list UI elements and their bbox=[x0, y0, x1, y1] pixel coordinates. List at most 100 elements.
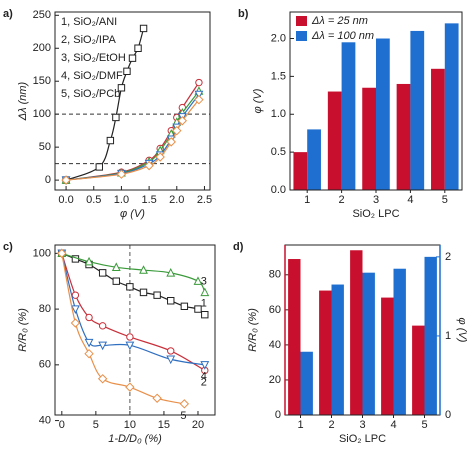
x-tick-label: 1 bbox=[304, 194, 310, 206]
y-axis-label: R/R₀ (%) bbox=[17, 308, 29, 352]
x-tick-label: 4 bbox=[407, 194, 413, 206]
y-axis-label: φ (V) bbox=[252, 88, 264, 113]
marker bbox=[71, 291, 80, 299]
y-tick-label: 100 bbox=[33, 108, 51, 120]
bar bbox=[307, 129, 321, 190]
y-tick-label: 40 bbox=[39, 414, 51, 426]
series-label: 3 bbox=[201, 275, 207, 287]
y2-axis-label: φ (V) bbox=[456, 318, 468, 343]
x-tick-label: 1 bbox=[297, 419, 303, 431]
marker bbox=[194, 94, 204, 105]
marker bbox=[139, 24, 148, 33]
marker bbox=[180, 302, 189, 311]
marker bbox=[98, 341, 108, 351]
marker bbox=[172, 125, 182, 136]
marker bbox=[70, 318, 81, 328]
x-tick-label: 0.5 bbox=[86, 194, 101, 206]
x-tick-label: 15 bbox=[158, 419, 170, 431]
marker bbox=[167, 347, 175, 355]
y-tick-label: 40 bbox=[269, 339, 281, 351]
marker bbox=[95, 163, 103, 171]
series-label: 5 bbox=[180, 410, 186, 422]
y-tick-label: 0 bbox=[275, 409, 281, 421]
marker bbox=[194, 90, 204, 100]
marker bbox=[167, 297, 175, 305]
marker bbox=[111, 262, 121, 271]
marker bbox=[71, 305, 80, 314]
bar bbox=[331, 284, 344, 415]
legend-label: Δλ = 25 nm bbox=[311, 15, 368, 27]
y-tick-label: 60 bbox=[269, 304, 281, 316]
bar bbox=[424, 256, 437, 415]
marker bbox=[116, 169, 127, 179]
x-tick-label: 3 bbox=[359, 419, 365, 431]
x-tick-label: 1.0 bbox=[114, 194, 129, 206]
series-label: 4 bbox=[201, 371, 207, 383]
x-tick-label: 4 bbox=[390, 419, 396, 431]
bar bbox=[444, 23, 459, 191]
bar bbox=[393, 268, 406, 415]
y-tick-label: 200 bbox=[33, 42, 51, 54]
marker bbox=[134, 44, 142, 52]
bar bbox=[327, 91, 342, 190]
marker bbox=[57, 248, 67, 259]
marker bbox=[98, 269, 107, 277]
legend-label: 4, SiO₂/DMF bbox=[61, 70, 123, 82]
marker bbox=[155, 152, 165, 162]
x-tick-label: 10 bbox=[124, 419, 136, 431]
legend-label: 5, SiO₂/PCb bbox=[61, 88, 120, 100]
bar bbox=[293, 152, 308, 190]
x-tick-label: 0 bbox=[59, 419, 65, 431]
panel-label: b) bbox=[238, 8, 249, 20]
series-line bbox=[61, 253, 206, 371]
series-line bbox=[61, 253, 185, 405]
bar bbox=[376, 38, 390, 191]
marker bbox=[179, 399, 190, 409]
bar bbox=[410, 30, 425, 190]
marker bbox=[84, 338, 94, 348]
y-tick-label: 2.0 bbox=[271, 32, 286, 44]
plot-frame bbox=[54, 244, 216, 416]
marker bbox=[193, 276, 203, 285]
marker bbox=[84, 256, 94, 266]
y-tick-label: 0.0 bbox=[271, 184, 286, 196]
series-label: 2 bbox=[201, 376, 207, 388]
bar bbox=[396, 83, 411, 190]
y-tick-label: 250 bbox=[33, 9, 51, 21]
y-axis-label: Δλ (nm) bbox=[17, 81, 29, 121]
series-line bbox=[66, 99, 200, 181]
marker bbox=[201, 366, 209, 375]
marker bbox=[128, 54, 137, 62]
y-tick-label: 1.5 bbox=[271, 70, 286, 82]
legend-label: 2, SiO₂/IPA bbox=[61, 34, 116, 46]
y-tick-label: 80 bbox=[269, 269, 281, 281]
y2-tick-label: 1 bbox=[445, 330, 451, 342]
marker bbox=[123, 67, 131, 76]
legend-label: Δλ = 100 nm bbox=[311, 30, 374, 42]
legend-label: 1, SiO₂/ANI bbox=[61, 16, 117, 28]
marker bbox=[166, 267, 176, 277]
bar bbox=[288, 259, 301, 415]
bar bbox=[431, 68, 445, 190]
x-axis-label: SiO₂ LPC bbox=[339, 433, 386, 445]
panel-label: d) bbox=[233, 241, 244, 253]
marker bbox=[153, 291, 161, 299]
marker bbox=[125, 341, 135, 351]
marker bbox=[84, 348, 94, 359]
x-tick-label: 20 bbox=[192, 419, 204, 431]
plot-frame bbox=[289, 11, 463, 191]
bar bbox=[300, 351, 313, 415]
marker bbox=[201, 310, 209, 319]
marker bbox=[126, 333, 134, 341]
plot-frame bbox=[54, 11, 211, 191]
x-axis-label: SiO₂ LPC bbox=[352, 208, 399, 220]
marker bbox=[125, 382, 135, 392]
marker bbox=[152, 393, 162, 403]
x-axis-label: φ (V) bbox=[120, 208, 145, 220]
bar bbox=[362, 87, 376, 190]
marker bbox=[200, 361, 210, 370]
x-tick-label: 1.5 bbox=[141, 194, 156, 206]
bar bbox=[341, 42, 356, 191]
y-tick-label: 80 bbox=[39, 303, 51, 315]
